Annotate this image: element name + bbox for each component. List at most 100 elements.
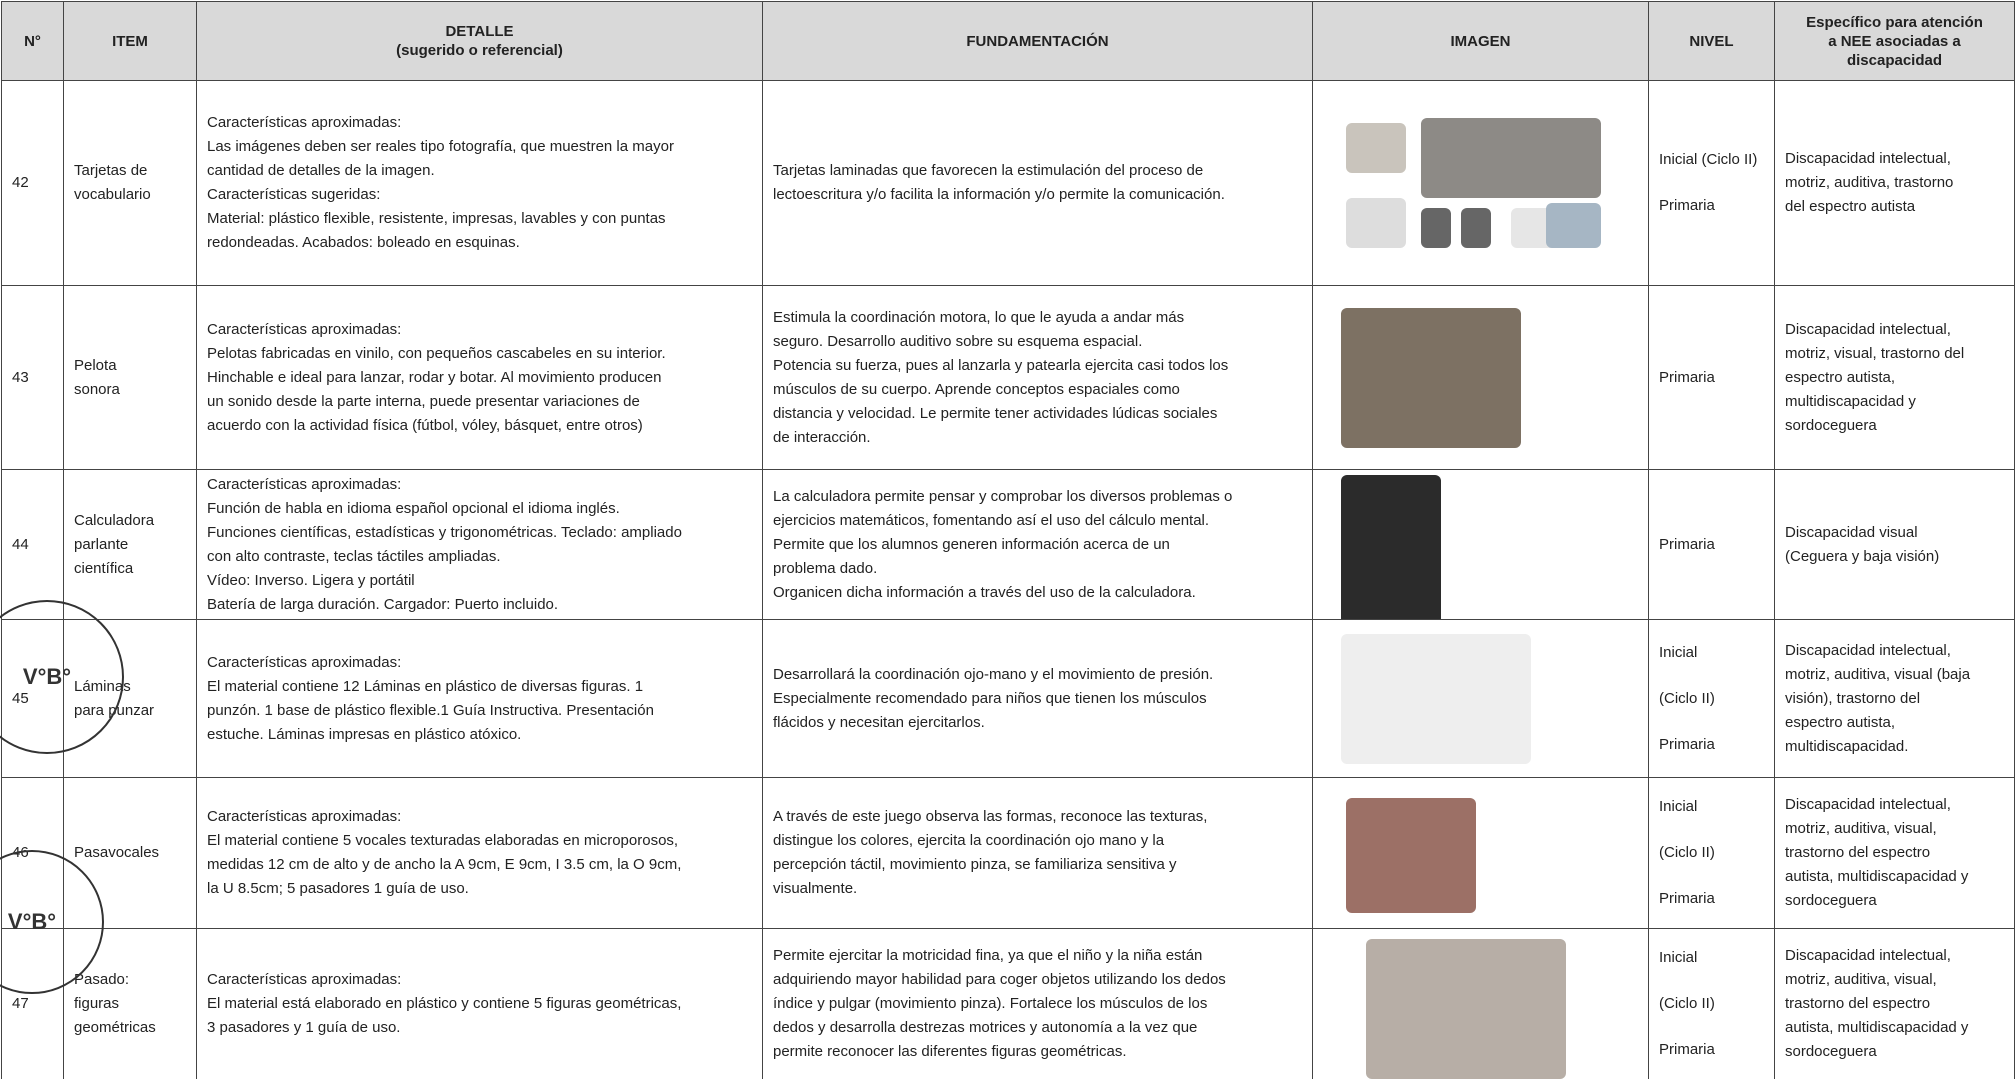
level-text: Primaria — [1659, 890, 1715, 907]
rationale-line: La calculadora permite pensar y comproba… — [773, 487, 1233, 505]
nee-line: espectro autista, — [1785, 713, 1896, 731]
level-text: Inicial — [1659, 643, 1698, 661]
level-text: Inicial — [1659, 798, 1698, 815]
level-text: Primaria — [1659, 368, 1715, 386]
row-number: 44 — [1, 469, 64, 620]
header-cell: ITEM — [63, 1, 197, 81]
header-cell: NIVEL — [1648, 1, 1775, 81]
nee-cell: Discapacidad intelectual, motriz, auditiv… — [1774, 80, 2015, 286]
item-cell: Tarjetas de vocabulario — [63, 80, 197, 286]
item-line: científica — [74, 559, 134, 577]
image-part — [1340, 474, 1441, 619]
detail-cell: Características aproximadas: Pelotas fabr… — [196, 285, 763, 470]
nee-line: trastorno del espectro — [1785, 995, 1931, 1012]
image-cell — [1312, 619, 1649, 778]
nee-line: sordoceguera — [1785, 1043, 1877, 1060]
image — [1326, 113, 1636, 253]
image-part — [1460, 208, 1491, 248]
nee-line: del espectro autista — [1785, 198, 1916, 215]
detail-cell: Características aproximadas: El material … — [196, 928, 763, 1079]
image-cell — [1312, 80, 1649, 286]
detail-line: Funciones científicas, estadísticas y tr… — [207, 523, 682, 541]
table-row: 43 Pelota sonora Características aproximada… — [1, 285, 2015, 470]
rationale-line: Tarjetas laminadas que favorecen la esti… — [773, 162, 1204, 179]
rationale-line: Desarrollará la coordinación ojo-mano y … — [773, 665, 1214, 683]
image — [1326, 934, 1636, 1079]
detail-line: Características sugeridas: — [207, 186, 381, 203]
detail-line: Características aproximadas: — [207, 475, 402, 493]
nee-line: Discapacidad intelectual, — [1785, 947, 1951, 964]
rationale-cell: Desarrollará la coordinación ojo-mano y … — [762, 619, 1313, 778]
rationale-line: Potencia su fuerza, pues al lanzarla y p… — [773, 356, 1229, 374]
level-text: Primaria — [1659, 535, 1715, 553]
detail-cell: Características aproximadas: Las imágenes… — [196, 80, 763, 286]
image-part — [1420, 208, 1451, 248]
item-line: Pasado: — [74, 971, 130, 988]
nee-line: motriz, auditiva, visual, — [1785, 971, 1937, 988]
nee-cell: Discapacidad intelectual, motriz, auditiv… — [1774, 928, 2015, 1079]
stamp-text: V°B° — [22, 664, 72, 689]
rationale-line: lectoescritura y/o facilita la informaci… — [773, 186, 1225, 203]
nee-line: motriz, auditiva, visual (baja — [1785, 665, 1971, 683]
rationale-line: dedos y desarrolla destrezas motrices y … — [773, 1019, 1198, 1036]
rationale-line: ejercicios matemáticos, fomentando así e… — [773, 511, 1210, 529]
header-line: a NEE asociadas a — [1828, 32, 1961, 50]
detail-line: un sonido desde la parte interna, puede … — [207, 392, 640, 410]
table-row: 42 Tarjetas de vocabulario Características … — [1, 80, 2015, 286]
nee-line: espectro autista, — [1785, 368, 1896, 386]
image-part — [1365, 939, 1566, 1079]
rationale-line: percepción táctil, movimiento pinza, se … — [773, 856, 1177, 873]
row-number: 43 — [1, 285, 64, 470]
level-text: Inicial — [1659, 949, 1698, 966]
rationale-line: adquiriendo mayor habilidad para coger o… — [773, 971, 1226, 988]
rationale-line: seguro. Desarrollo auditivo sobre su esq… — [773, 332, 1143, 350]
level-text: Primaria — [1659, 735, 1715, 753]
rationale-line: A través de este juego observa las forma… — [773, 808, 1208, 825]
detail-line: Las imágenes deben ser reales tipo fotog… — [207, 138, 674, 155]
nee-line: multidiscapacidad y — [1785, 392, 1916, 410]
rationale-line: distingue los colores, ejercita la coord… — [773, 832, 1165, 849]
level-cell: Primaria — [1648, 469, 1775, 620]
nee-line: sordoceguera — [1785, 892, 1877, 909]
rationale-line: visualmente. — [773, 880, 858, 897]
level-cell: Inicial (Ciclo II) Primaria — [1648, 777, 1775, 929]
item-cell: Calculadora parlante científica — [63, 469, 197, 620]
detail-line: con alto contraste, teclas táctiles ampl… — [207, 547, 501, 565]
nee-line: autista, multidiscapacidad y — [1785, 868, 1969, 885]
image-part — [1545, 203, 1601, 248]
detail-line: Características aproximadas: — [207, 320, 402, 338]
item-line: Tarjetas de — [74, 162, 148, 179]
item-cell: Pelota sonora — [63, 285, 197, 470]
nee-line: motriz, auditiva, trastorno — [1785, 174, 1954, 191]
detail-line: Características aproximadas: — [207, 653, 402, 671]
rationale-line: de interacción. — [773, 428, 871, 446]
detail-line: 3 pasadores y 1 guía de uso. — [207, 1019, 401, 1036]
item-line: geométricas — [74, 1019, 156, 1036]
detail-line: Características aproximadas: — [207, 971, 402, 988]
rationale-line: Permite ejercitar la motricidad fina, ya… — [773, 947, 1203, 964]
rationale-line: músculos de su cuerpo. Aprende conceptos… — [773, 380, 1180, 398]
nee-cell: Discapacidad intelectual, motriz, visual,… — [1774, 285, 2015, 470]
nee-line: (Ceguera y baja visión) — [1785, 547, 1940, 565]
header-cell: FUNDAMENTACIÓN — [762, 1, 1313, 81]
detail-line: acuerdo con la actividad física (fútbol,… — [207, 416, 643, 434]
nee-line: Discapacidad intelectual, — [1785, 796, 1951, 813]
rationale-line: Estimula la coordinación motora, lo que … — [773, 308, 1185, 326]
detail-line: Hinchable e ideal para lanzar, rodar y b… — [207, 368, 662, 386]
detail-line: El material está elaborado en plástico y… — [207, 995, 682, 1012]
stamp-text: V°B° — [7, 909, 57, 934]
rationale-line: flácidos y necesitan ejercitarlos. — [773, 713, 985, 731]
item-line: Pelota — [74, 356, 117, 374]
item-line: sonora — [74, 380, 120, 398]
image-cell — [1312, 777, 1649, 929]
rationale-cell: Estimula la coordinación motora, lo que … — [762, 285, 1313, 470]
nee-line: multidiscapacidad. — [1785, 737, 1909, 755]
detail-line: redondeadas. Acabados: boleado en esquin… — [207, 234, 520, 251]
header-line: (sugerido o referencial) — [396, 42, 563, 59]
image-part — [1345, 123, 1406, 173]
rationale-cell: Tarjetas laminadas que favorecen la esti… — [762, 80, 1313, 286]
item-line: figuras — [74, 995, 120, 1012]
detail-line: punzón. 1 base de plástico flexible.1 Gu… — [207, 701, 654, 719]
detail-line: Función de habla en idioma español opcio… — [207, 499, 620, 517]
detail-line: Material: plástico flexible, resistente,… — [207, 210, 666, 227]
